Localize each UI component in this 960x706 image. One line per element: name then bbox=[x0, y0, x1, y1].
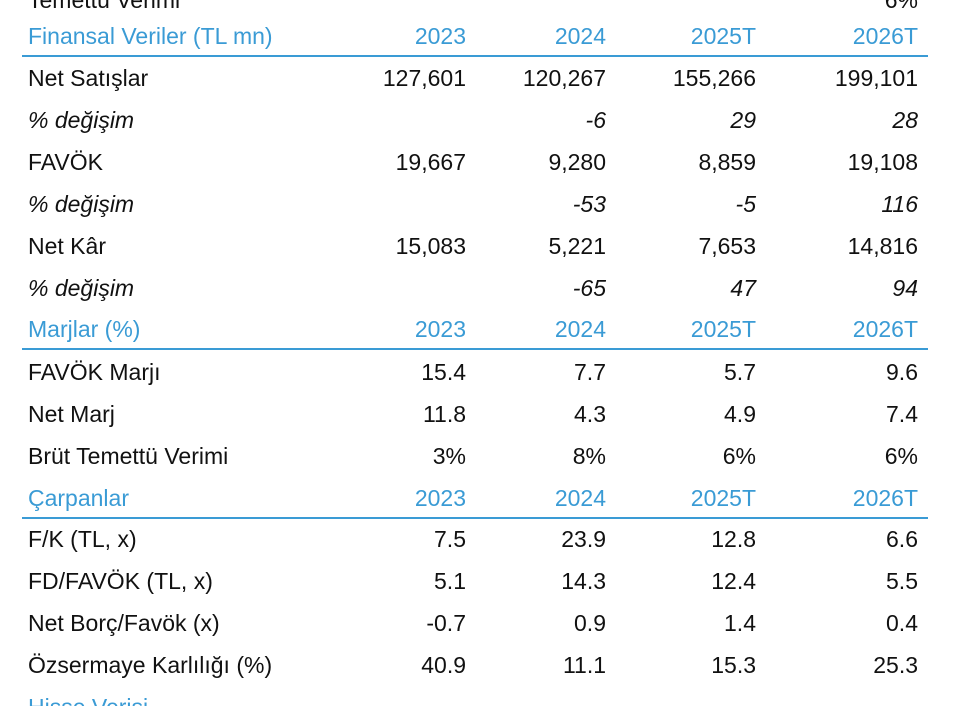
row-value: 15.3 bbox=[711, 652, 756, 678]
row-label: Özsermaye Karlılığı (%) bbox=[28, 652, 273, 678]
column-header: 2026T bbox=[852, 485, 918, 511]
row-value: 15.4 bbox=[421, 359, 466, 385]
section-header-multiples: Çarpanlar 2023 2024 2025T 2026T bbox=[0, 477, 960, 519]
table-row: FD/FAVÖK (TL, x) 5.1 14.3 12.4 5.5 bbox=[0, 560, 960, 602]
row-value: 94 bbox=[892, 275, 918, 301]
row-value: 5.5 bbox=[886, 568, 918, 594]
row-value: 5.1 bbox=[434, 568, 466, 594]
column-header: 2023 bbox=[414, 485, 466, 511]
column-header: 2026T bbox=[852, 316, 918, 342]
section-title: Çarpanlar bbox=[28, 485, 129, 511]
column-header: 2026T bbox=[852, 23, 918, 49]
row-value: 0.4 bbox=[886, 610, 918, 636]
table-row: Özsermaye Karlılığı (%) 40.9 11.1 15.3 2… bbox=[0, 644, 960, 686]
row-value: 11.8 bbox=[422, 401, 466, 427]
row-value: 7.4 bbox=[886, 401, 918, 427]
row-value: 9.6 bbox=[886, 359, 918, 385]
row-label: FAVÖK Marjı bbox=[28, 359, 161, 385]
row-value: 199,101 bbox=[834, 65, 918, 91]
row-value: 155,266 bbox=[672, 65, 756, 91]
row-value: 19,108 bbox=[847, 149, 918, 175]
row-value: 7.5 bbox=[434, 526, 466, 552]
clipped-top-row: Temettü Verimi 6% bbox=[0, 0, 960, 21]
table-row: Net Borç/Favök (x) -0.7 0.9 1.4 0.4 bbox=[0, 602, 960, 644]
column-header: 2024 bbox=[554, 485, 606, 511]
row-value: 8% bbox=[572, 443, 606, 469]
row-value: 4.3 bbox=[574, 401, 606, 427]
row-label: Net Borç/Favök (x) bbox=[28, 610, 220, 636]
row-value: 14.3 bbox=[561, 568, 606, 594]
row-label: % değişim bbox=[28, 191, 135, 217]
table-row: Brüt Temettü Verimi 3% 8% 6% 6% bbox=[0, 435, 960, 477]
row-value: 11.1 bbox=[562, 652, 606, 678]
row-value: -5 bbox=[735, 191, 756, 217]
section-title: Marjlar (%) bbox=[28, 316, 141, 342]
row-value: 1.4 bbox=[724, 610, 756, 636]
row-value: 7.7 bbox=[574, 359, 606, 385]
row-value: 12.4 bbox=[711, 568, 756, 594]
row-value: 47 bbox=[730, 275, 756, 301]
table-row: Net Marj 11.8 4.3 4.9 7.4 bbox=[0, 393, 960, 435]
row-value: 120,267 bbox=[522, 65, 606, 91]
row-value: 0.9 bbox=[574, 610, 606, 636]
row-value: 6.6 bbox=[886, 526, 918, 552]
row-value: 12.8 bbox=[711, 526, 756, 552]
column-header: 2023 bbox=[414, 23, 466, 49]
table-row: FAVÖK Marjı 15.4 7.7 5.7 9.6 bbox=[0, 351, 960, 393]
row-value: 23.9 bbox=[561, 526, 606, 552]
section-title: Hisse Verisi bbox=[28, 686, 148, 706]
row-value: 40.9 bbox=[421, 652, 466, 678]
row-value: 19,667 bbox=[395, 149, 466, 175]
column-header: 2024 bbox=[554, 316, 606, 342]
row-value: 14,816 bbox=[847, 233, 918, 259]
table-row: Net Satışlar 127,601 120,267 155,266 199… bbox=[0, 57, 960, 99]
table-row: Net Kâr 15,083 5,221 7,653 14,816 bbox=[0, 225, 960, 267]
row-value: 3% bbox=[432, 443, 466, 469]
column-header: 2025T bbox=[690, 485, 756, 511]
column-header: 2025T bbox=[690, 316, 756, 342]
column-header: 2024 bbox=[554, 23, 606, 49]
row-value: -53 bbox=[572, 191, 606, 217]
row-label: Net Marj bbox=[28, 401, 115, 427]
row-label: FD/FAVÖK (TL, x) bbox=[28, 568, 213, 594]
table-row: % değişim -53 -5 116 bbox=[0, 183, 960, 225]
table-row: F/K (TL, x) 7.5 23.9 12.8 6.6 bbox=[0, 518, 960, 560]
row-label: Brüt Temettü Verimi bbox=[28, 443, 229, 469]
row-value: 15,083 bbox=[395, 233, 466, 259]
row-value: 6% bbox=[722, 443, 756, 469]
row-value: 6% bbox=[884, 443, 918, 469]
column-header: 2025T bbox=[690, 23, 756, 49]
column-header: 2023 bbox=[414, 316, 466, 342]
row-value: -6 bbox=[585, 107, 606, 133]
row-label: F/K (TL, x) bbox=[28, 526, 137, 552]
row-label: Net Satışlar bbox=[28, 65, 149, 91]
section-header-margins: Marjlar (%) 2023 2024 2025T 2026T bbox=[0, 308, 960, 350]
row-label: Net Kâr bbox=[28, 233, 106, 259]
clipped-bottom-header: Hisse Verisi bbox=[0, 686, 960, 706]
row-value: 9,280 bbox=[548, 149, 606, 175]
row-label: Temettü Verimi bbox=[28, 0, 181, 13]
row-label: FAVÖK bbox=[28, 149, 103, 175]
row-value: 127,601 bbox=[382, 65, 466, 91]
row-value: 8,859 bbox=[698, 149, 756, 175]
row-label: % değişim bbox=[28, 107, 135, 133]
section-header-financials: Finansal Veriler (TL mn) 2023 2024 2025T… bbox=[0, 15, 960, 57]
table-row: % değişim -6 29 28 bbox=[0, 99, 960, 141]
row-value: -65 bbox=[572, 275, 606, 301]
row-value: 4.9 bbox=[724, 401, 756, 427]
row-value: 5,221 bbox=[548, 233, 606, 259]
table-row: % değişim -65 47 94 bbox=[0, 267, 960, 309]
row-value: -0.7 bbox=[426, 610, 466, 636]
row-value: 28 bbox=[892, 107, 918, 133]
row-value: 7,653 bbox=[698, 233, 756, 259]
row-value: 29 bbox=[730, 107, 756, 133]
row-label: % değişim bbox=[28, 275, 135, 301]
row-value: 116 bbox=[881, 191, 918, 217]
row-value: 5.7 bbox=[724, 359, 756, 385]
row-value: 25.3 bbox=[873, 652, 918, 678]
table-row: FAVÖK 19,667 9,280 8,859 19,108 bbox=[0, 141, 960, 183]
section-title: Finansal Veriler (TL mn) bbox=[28, 23, 273, 49]
row-value: 6% bbox=[884, 0, 918, 13]
